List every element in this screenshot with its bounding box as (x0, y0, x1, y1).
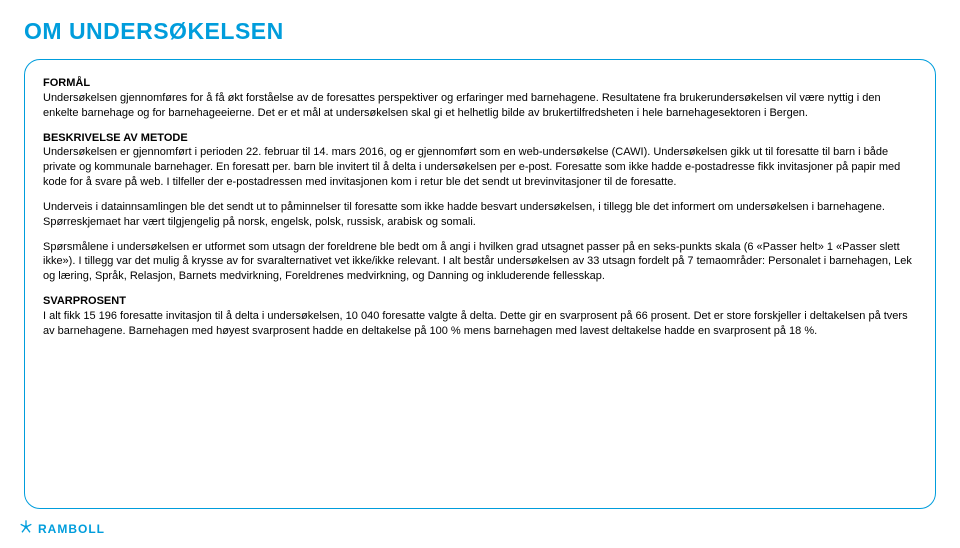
content-box: FORMÅL Undersøkelsen gjennomføres for å … (24, 59, 936, 509)
body-metode-2: Underveis i datainnsamlingen ble det sen… (43, 201, 885, 228)
page: OM UNDERSØKELSEN FORMÅL Undersøkelsen gj… (0, 0, 960, 548)
body-svarprosent: I alt fikk 15 196 foresatte invitasjon t… (43, 310, 908, 337)
heading-svarprosent: SVARPROSENT (43, 295, 126, 307)
body-formal: Undersøkelsen gjennomføres for å få økt … (43, 92, 881, 119)
heading-metode: BESKRIVELSE AV METODE (43, 132, 188, 144)
section-metode-2: Underveis i datainnsamlingen ble det sen… (43, 200, 917, 230)
logo: RAMBOLL (18, 519, 105, 538)
section-metode-1: BESKRIVELSE AV METODE Undersøkelsen er g… (43, 131, 917, 190)
page-title: OM UNDERSØKELSEN (24, 18, 936, 45)
heading-formal: FORMÅL (43, 77, 90, 89)
body-metode-1: Undersøkelsen er gjennomført i perioden … (43, 146, 900, 188)
body-metode-3: Spørsmålene i undersøkelsen er utformet … (43, 241, 912, 283)
logo-text: RAMBOLL (38, 522, 105, 536)
section-metode-3: Spørsmålene i undersøkelsen er utformet … (43, 240, 917, 285)
section-svarprosent: SVARPROSENT I alt fikk 15 196 foresatte … (43, 294, 917, 339)
section-formal: FORMÅL Undersøkelsen gjennomføres for å … (43, 76, 917, 121)
windmill-icon (18, 519, 34, 538)
